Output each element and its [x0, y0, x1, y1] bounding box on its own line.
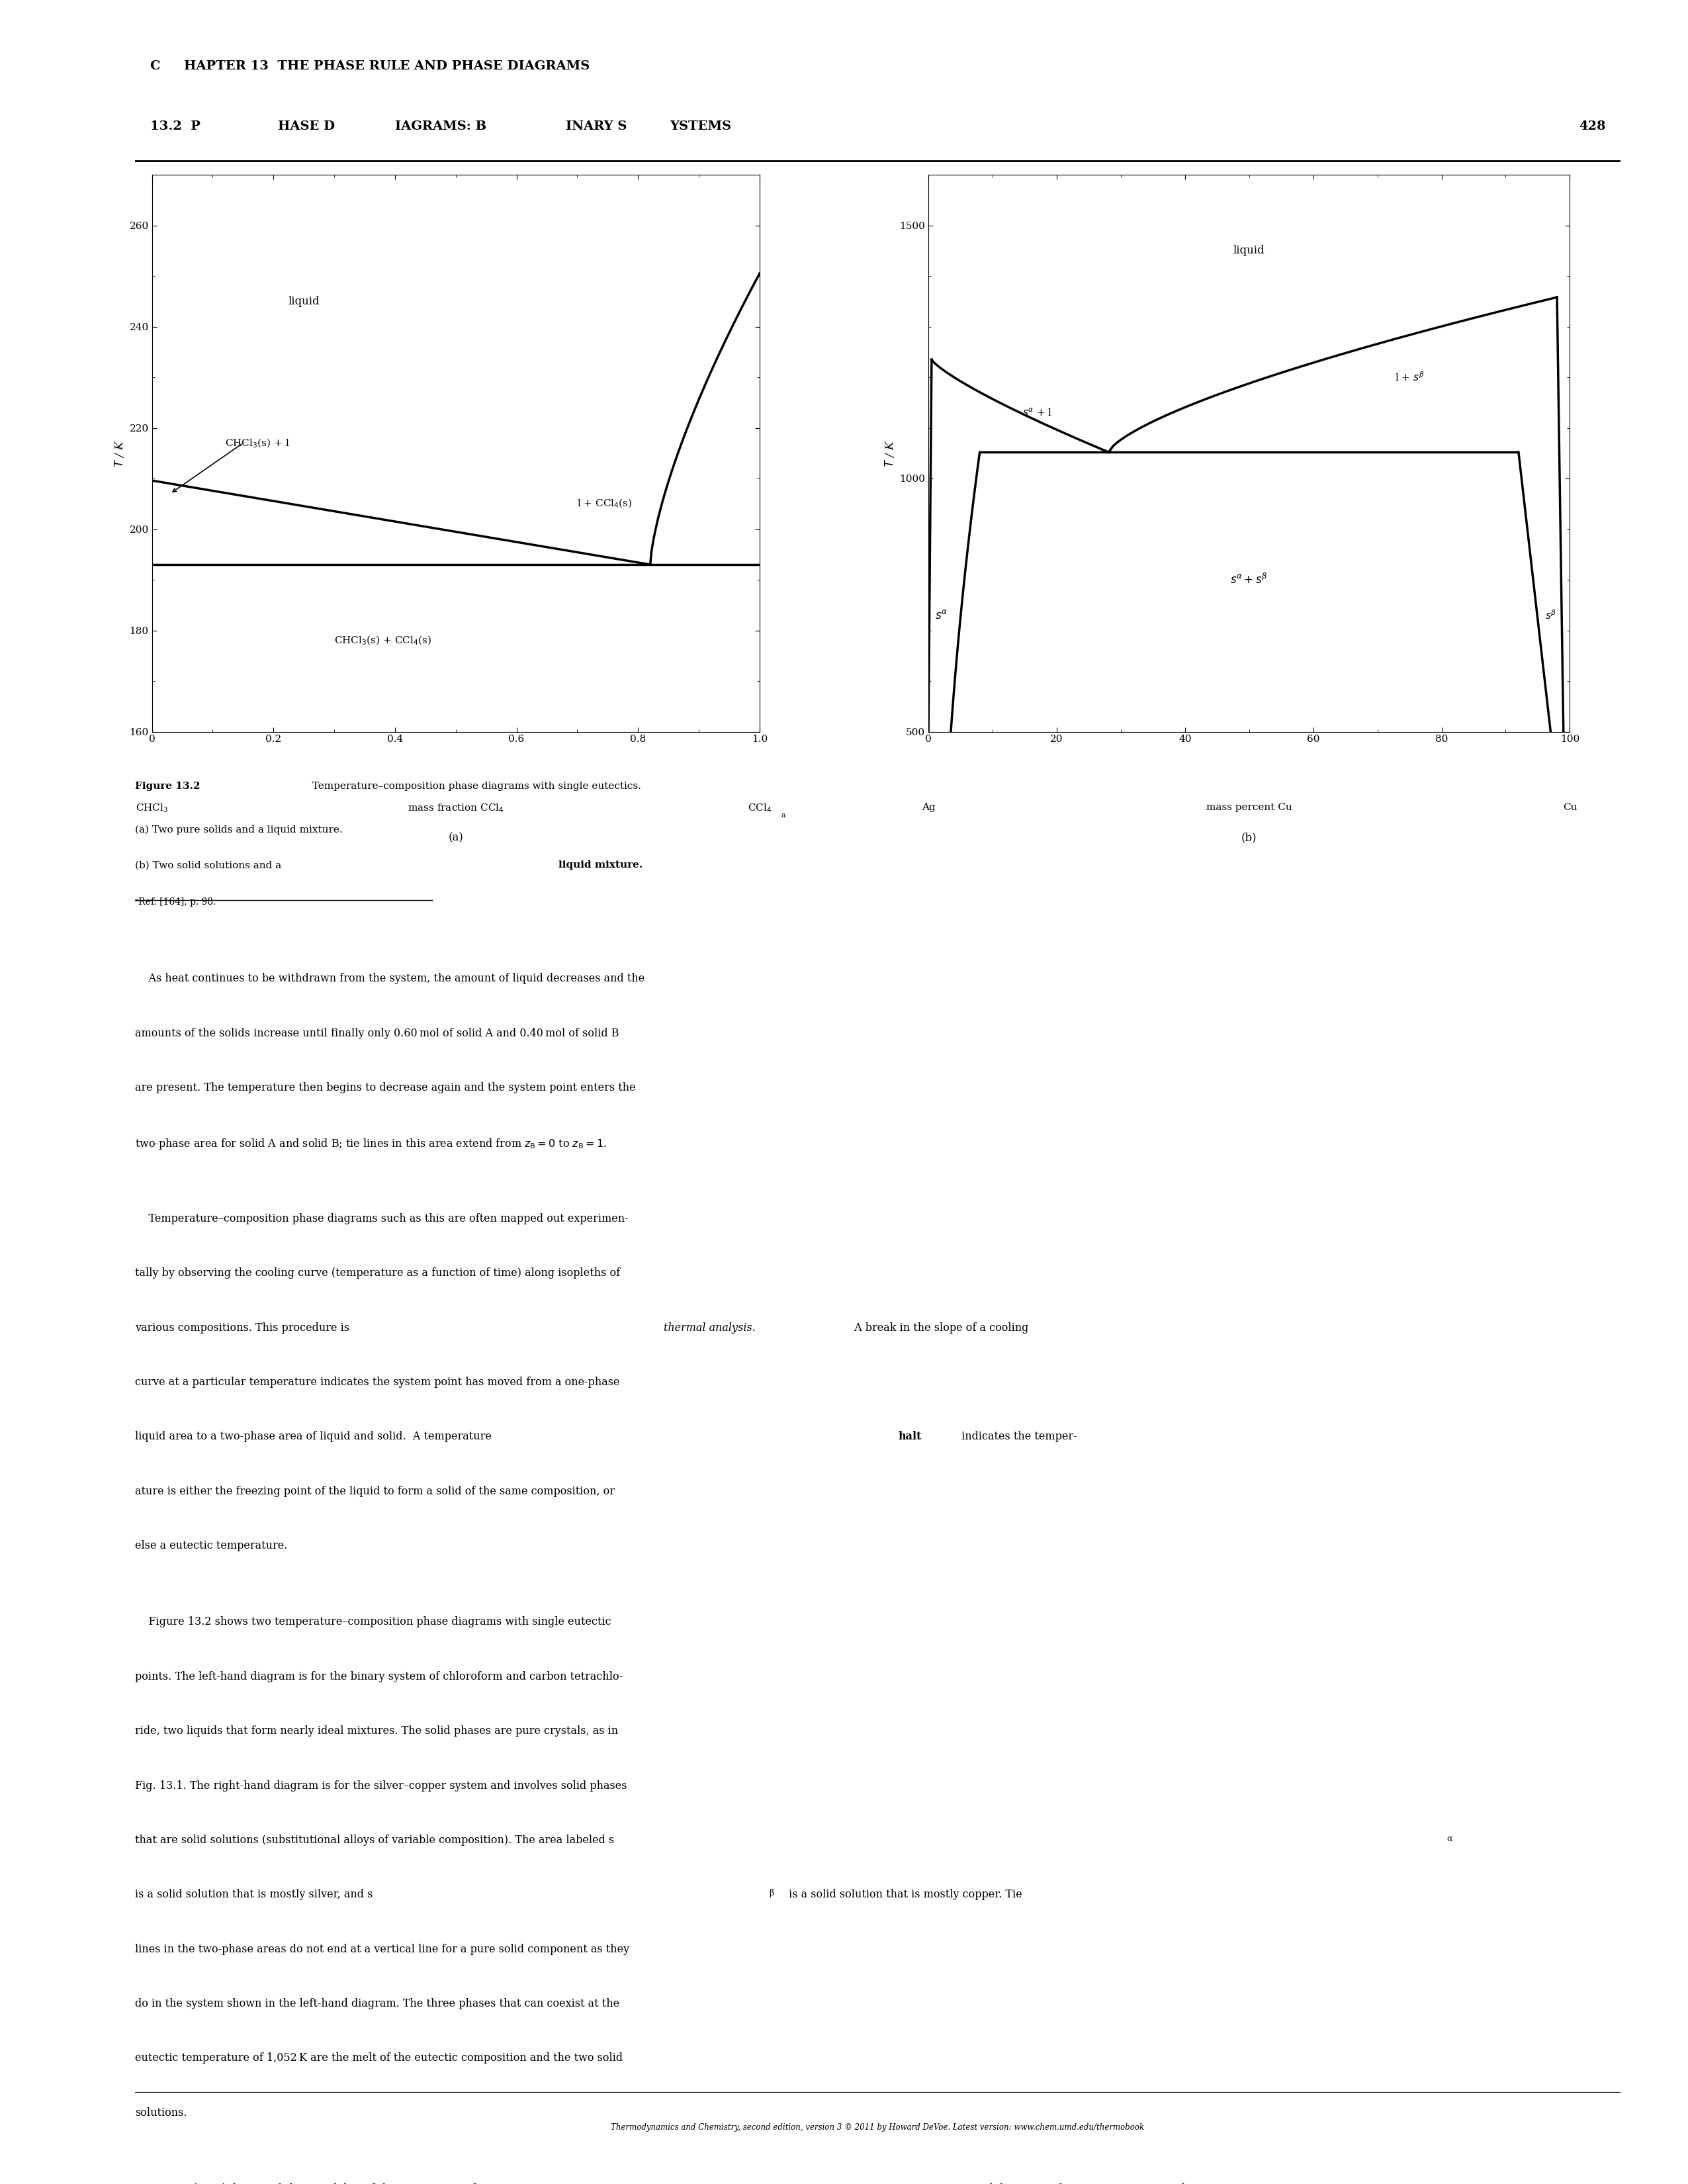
Text: amounts of the solids increase until finally only 0.60 mol of solid A and 0.40 m: amounts of the solids increase until fin… — [135, 1029, 619, 1040]
Text: Temperature–composition phase diagrams such as this are often mapped out experim: Temperature–composition phase diagrams s… — [135, 1212, 628, 1225]
Text: Ag: Ag — [922, 802, 935, 812]
Text: Thermodynamics and Chemistry, second edition, version 3 © 2011 by Howard DeVoe. : Thermodynamics and Chemistry, second edi… — [611, 2123, 1144, 2132]
Text: halt: halt — [898, 1431, 922, 1441]
Text: A break in the slope of a cooling: A break in the slope of a cooling — [851, 1321, 1028, 1332]
Text: CHCl$_3$(s) + l: CHCl$_3$(s) + l — [225, 437, 289, 450]
Text: thermal analysis.: thermal analysis. — [663, 1321, 756, 1332]
Text: CHCl$_3$: CHCl$_3$ — [135, 802, 169, 815]
Text: 13.2  P: 13.2 P — [150, 120, 201, 131]
Y-axis label: $T$ / K: $T$ / K — [883, 439, 896, 467]
Text: two-phase area for solid A and solid B; tie lines in this area extend from $z_\m: two-phase area for solid A and solid B; … — [135, 1136, 606, 1151]
Text: liquid area to a two-phase area of liquid and solid.  A temperature: liquid area to a two-phase area of liqui… — [135, 1431, 495, 1441]
Text: (a) Two pure solids and a liquid mixture.: (a) Two pure solids and a liquid mixture… — [135, 826, 343, 834]
Text: ature is either the freezing point of the liquid to form a solid of the same com: ature is either the freezing point of th… — [135, 1485, 614, 1496]
Text: HAPTER 13  THE PHASE RULE AND PHASE DIAGRAMS: HAPTER 13 THE PHASE RULE AND PHASE DIAGR… — [184, 59, 589, 72]
Text: liquid: liquid — [1234, 245, 1264, 256]
Text: 428: 428 — [1578, 120, 1605, 131]
Text: mass fraction CCl$_4$: mass fraction CCl$_4$ — [407, 802, 505, 815]
Text: liquid: liquid — [289, 295, 319, 308]
Text: CCl$_4$: CCl$_4$ — [748, 802, 771, 815]
Text: ride, two liquids that form nearly ideal mixtures. The solid phases are pure cry: ride, two liquids that form nearly ideal… — [135, 1725, 618, 1736]
Y-axis label: $T$ / K: $T$ / K — [113, 439, 125, 467]
Text: $s^\beta$: $s^\beta$ — [1545, 609, 1556, 622]
Text: INARY S: INARY S — [565, 120, 626, 131]
Text: l + CCl$_4$(s): l + CCl$_4$(s) — [577, 498, 633, 509]
Text: curve at a particular temperature indicates the system point has moved from a on: curve at a particular temperature indica… — [135, 1376, 619, 1387]
Text: Cu: Cu — [1563, 802, 1577, 812]
Text: points. The left-hand diagram is for the binary system of chloroform and carbon : points. The left-hand diagram is for the… — [135, 1671, 623, 1682]
Text: C: C — [150, 59, 160, 72]
Text: else a eutectic temperature.: else a eutectic temperature. — [135, 1540, 287, 1551]
Text: various compositions. This procedure is: various compositions. This procedure is — [135, 1321, 353, 1332]
Text: lines in the two-phase areas do not end at a vertical line for a pure solid comp: lines in the two-phase areas do not end … — [135, 1944, 630, 1955]
Text: is a solid solution that is mostly copper. Tie: is a solid solution that is mostly coppe… — [785, 1889, 1023, 1900]
Text: indicates the temper-: indicates the temper- — [959, 1431, 1077, 1441]
Text: do in the system shown in the left-hand diagram. The three phases that can coexi: do in the system shown in the left-hand … — [135, 1998, 619, 2009]
Text: (b) Two solid solutions and a: (b) Two solid solutions and a — [135, 860, 285, 869]
Text: β: β — [770, 1889, 775, 1898]
Text: YSTEMS: YSTEMS — [670, 120, 731, 131]
Text: Figure 13.2 shows two temperature–composition phase diagrams with single eutecti: Figure 13.2 shows two temperature–compos… — [135, 1616, 611, 1627]
Text: α: α — [1447, 1835, 1452, 1843]
Text: is a solid solution that is mostly silver, and s: is a solid solution that is mostly silve… — [135, 1889, 373, 1900]
Text: $s^\alpha$: $s^\alpha$ — [935, 609, 947, 620]
Text: Temperature–composition phase diagrams with single eutectics.: Temperature–composition phase diagrams w… — [306, 782, 641, 791]
Text: solutions.: solutions. — [135, 2108, 187, 2118]
Text: liquid mixture.: liquid mixture. — [559, 860, 643, 869]
Text: are present. The temperature then begins to decrease again and the system point : are present. The temperature then begins… — [135, 1083, 636, 1094]
Text: $s^\alpha$ + l: $s^\alpha$ + l — [1023, 406, 1052, 417]
Text: HASE D: HASE D — [277, 120, 334, 131]
Text: ᵃRef. [164], p. 98.: ᵃRef. [164], p. 98. — [135, 898, 216, 906]
Text: eutectic temperature of 1,052 K are the melt of the eutectic composition and the: eutectic temperature of 1,052 K are the … — [135, 2053, 623, 2064]
Text: $s^\alpha + s^\beta$: $s^\alpha + s^\beta$ — [1231, 572, 1268, 587]
Text: l + $s^\beta$: l + $s^\beta$ — [1394, 371, 1425, 384]
Text: that are solid solutions (substitutional alloys of variable composition). The ar: that are solid solutions (substitutional… — [135, 1835, 614, 1845]
Text: mass percent Cu: mass percent Cu — [1207, 802, 1291, 812]
Text: a: a — [782, 812, 785, 819]
Text: Fig. 13.1. The right-hand diagram is for the silver–copper system and involves s: Fig. 13.1. The right-hand diagram is for… — [135, 1780, 626, 1791]
Text: CHCl$_3$(s) + CCl$_4$(s): CHCl$_3$(s) + CCl$_4$(s) — [334, 633, 432, 646]
Text: (a): (a) — [449, 832, 463, 843]
Text: IAGRAMS: B: IAGRAMS: B — [395, 120, 486, 131]
Text: tally by observing the cooling curve (temperature as a function of time) along i: tally by observing the cooling curve (te… — [135, 1267, 619, 1280]
Text: As heat continues to be withdrawn from the system, the amount of liquid decrease: As heat continues to be withdrawn from t… — [135, 974, 645, 985]
Text: Figure 13.2: Figure 13.2 — [135, 782, 201, 791]
Text: (b): (b) — [1241, 832, 1258, 843]
